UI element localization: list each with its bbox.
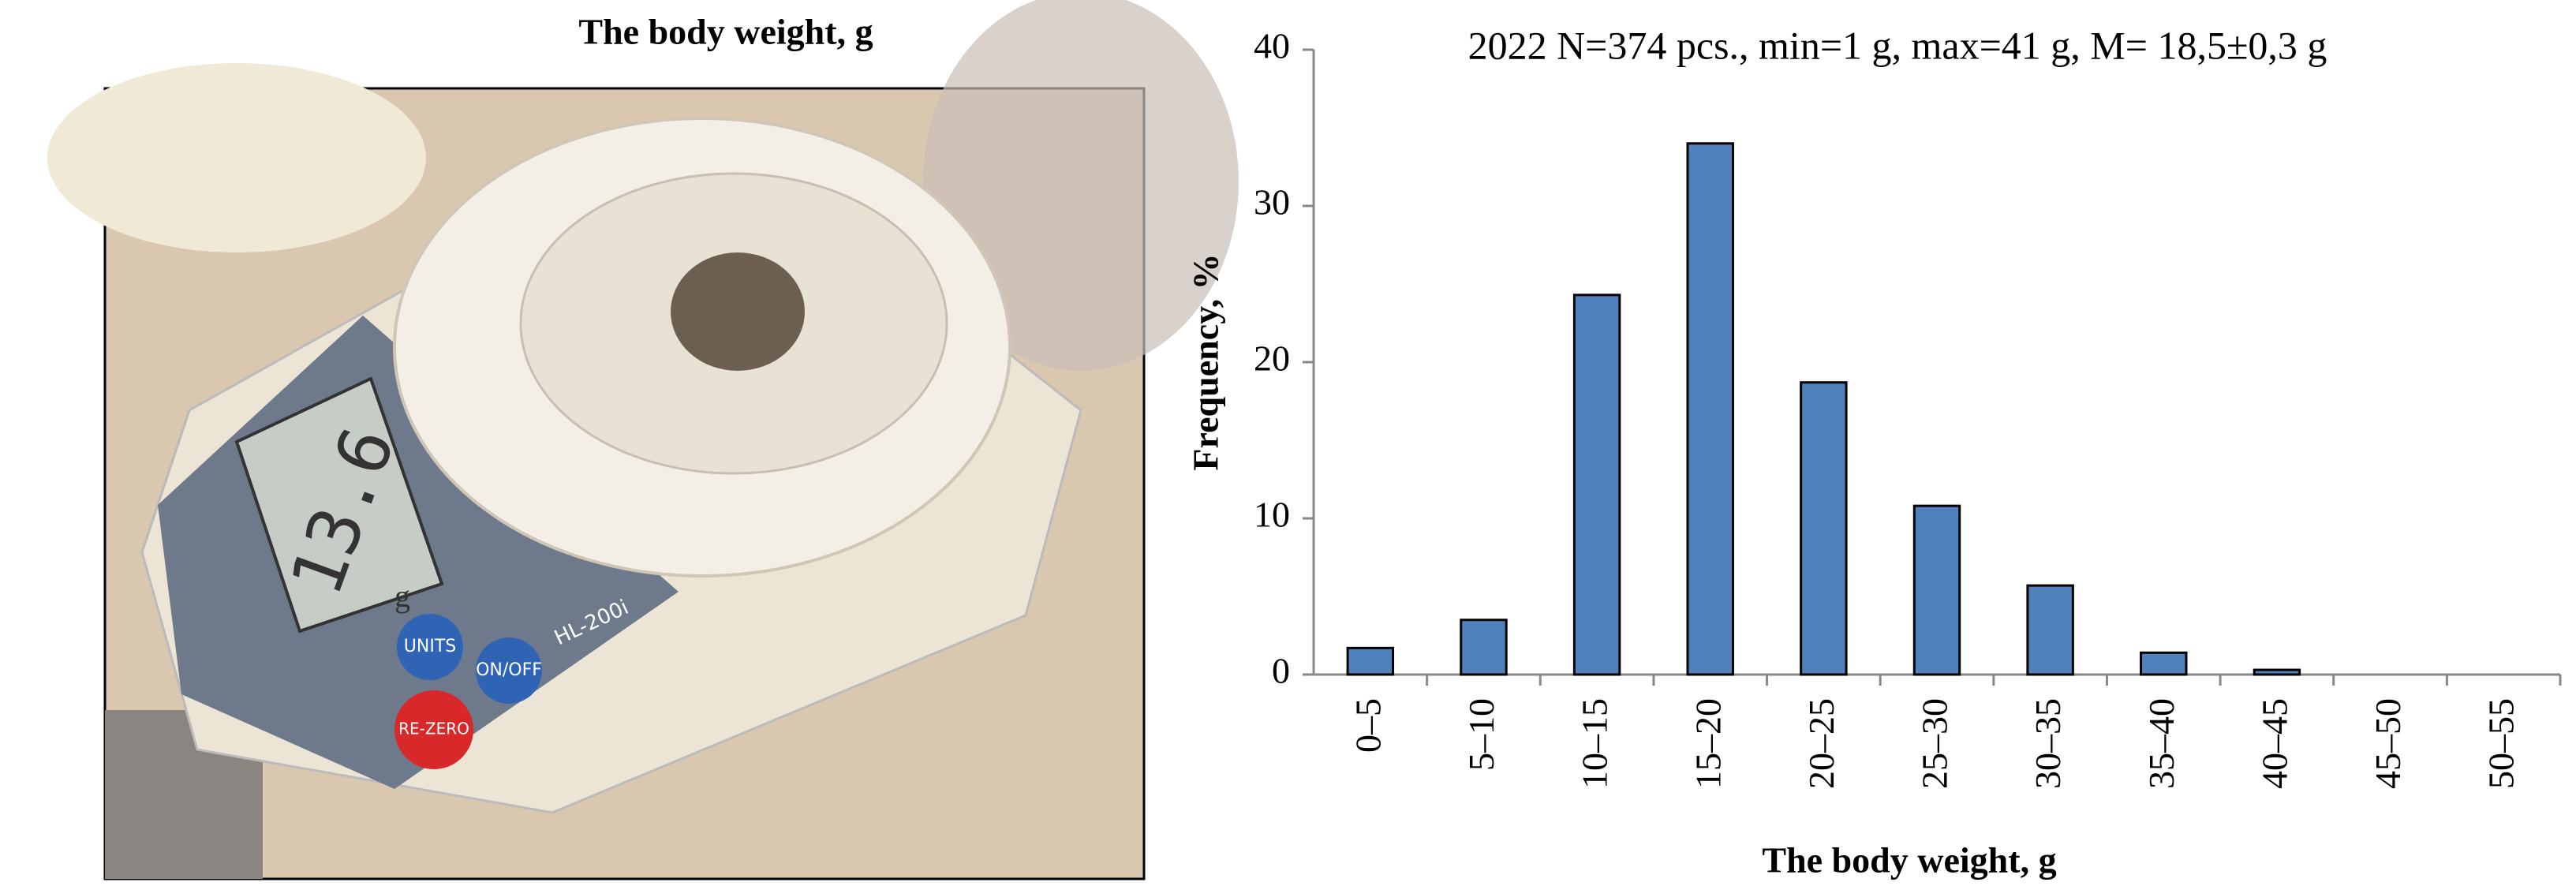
chart-title: 2022 N=374 pcs., min=1 g, max=41 g, M= 1… xyxy=(1468,23,2327,67)
button-label: UNITS xyxy=(404,637,456,656)
x-axis-label: The body weight, g xyxy=(1762,840,2056,880)
bar xyxy=(1801,383,1846,675)
clam xyxy=(671,252,805,371)
button-label: RE-ZERO xyxy=(398,720,469,738)
x-tick-label: 50–55 xyxy=(2481,698,2522,789)
bowl xyxy=(47,63,426,252)
x-tick-label: 15–20 xyxy=(1688,698,1728,789)
y-tick-label: 40 xyxy=(1254,26,1290,66)
x-tick-label: 40–45 xyxy=(2254,698,2294,789)
x-tick-label: 25–30 xyxy=(1915,698,1955,789)
bar xyxy=(2254,670,2299,675)
y-tick-label: 30 xyxy=(1254,182,1290,222)
figure: The body weight, g 13.6 g UNITS ON/OFF R… xyxy=(0,0,2576,882)
x-tick-label: 20–25 xyxy=(1801,698,1841,789)
x-tick-label: 5–10 xyxy=(1461,698,1501,771)
y-tick-label: 20 xyxy=(1254,338,1290,379)
bar xyxy=(1461,620,1506,675)
bar xyxy=(2028,585,2073,675)
y-tick-label: 10 xyxy=(1254,495,1290,535)
bar xyxy=(2141,652,2186,675)
photo-title: The body weight, g xyxy=(578,12,873,52)
x-tick-label: 30–35 xyxy=(2028,698,2068,789)
button-label: ON/OFF xyxy=(476,660,542,680)
bar xyxy=(1574,295,1619,675)
bar xyxy=(1348,648,1393,675)
x-tick-label: 35–40 xyxy=(2141,698,2182,789)
y-tick-label: 0 xyxy=(1272,651,1290,691)
bar xyxy=(1914,506,1959,675)
x-tick-label: 0–5 xyxy=(1348,698,1388,753)
x-tick-label: 10–15 xyxy=(1575,698,1615,789)
bar xyxy=(1688,144,1733,675)
photo: 13.6 g UNITS ON/OFF RE-ZERO HL-200i xyxy=(47,0,1239,879)
page: The body weight, g 13.6 g UNITS ON/OFF R… xyxy=(0,0,2576,882)
y-axis-label: Frequency, % xyxy=(1186,253,1226,470)
x-tick-label: 45–50 xyxy=(2368,698,2408,789)
lcd-unit: g xyxy=(394,578,410,614)
